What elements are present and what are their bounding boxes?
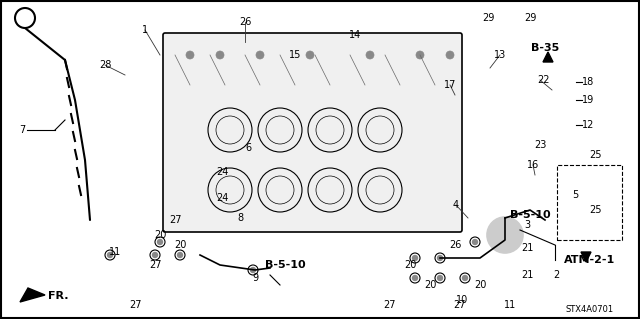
- Text: 21: 21: [521, 270, 533, 280]
- Text: 14: 14: [349, 30, 361, 40]
- Circle shape: [216, 51, 224, 59]
- Text: 22: 22: [537, 75, 549, 85]
- Text: 20: 20: [424, 280, 436, 290]
- Text: 26: 26: [449, 240, 461, 250]
- Text: 5: 5: [572, 190, 578, 200]
- Circle shape: [250, 268, 255, 272]
- Text: 2: 2: [553, 270, 559, 280]
- Text: 6: 6: [245, 143, 251, 153]
- Text: 27: 27: [148, 260, 161, 270]
- Polygon shape: [20, 288, 45, 302]
- Circle shape: [472, 240, 477, 244]
- Circle shape: [438, 276, 442, 280]
- Polygon shape: [581, 252, 591, 262]
- Text: B-5-10: B-5-10: [509, 210, 550, 220]
- Text: 27: 27: [454, 300, 467, 310]
- Text: 17: 17: [444, 80, 456, 90]
- Text: 8: 8: [237, 213, 243, 223]
- Text: STX4A0701: STX4A0701: [566, 306, 614, 315]
- Circle shape: [177, 253, 182, 257]
- Circle shape: [152, 253, 157, 257]
- Text: 11: 11: [504, 300, 516, 310]
- Text: 4: 4: [453, 200, 459, 210]
- Circle shape: [186, 51, 194, 59]
- Text: 24: 24: [216, 167, 228, 177]
- Text: 29: 29: [482, 13, 494, 23]
- Circle shape: [366, 51, 374, 59]
- Text: 24: 24: [216, 193, 228, 203]
- Text: 19: 19: [582, 95, 594, 105]
- Text: 25: 25: [589, 150, 601, 160]
- Circle shape: [487, 217, 523, 253]
- Circle shape: [256, 51, 264, 59]
- Text: 9: 9: [252, 273, 258, 283]
- Text: 29: 29: [524, 13, 536, 23]
- Circle shape: [413, 276, 417, 280]
- Text: 10: 10: [456, 295, 468, 305]
- Text: FR.: FR.: [48, 291, 68, 301]
- Circle shape: [413, 256, 417, 261]
- Text: 12: 12: [582, 120, 594, 130]
- Text: 20: 20: [474, 280, 486, 290]
- Circle shape: [157, 240, 163, 244]
- Circle shape: [463, 276, 467, 280]
- Text: ATM-2-1: ATM-2-1: [564, 255, 616, 265]
- Text: 18: 18: [582, 77, 594, 87]
- Text: 3: 3: [524, 220, 530, 230]
- FancyBboxPatch shape: [163, 33, 462, 232]
- Polygon shape: [543, 52, 553, 62]
- Text: 27: 27: [129, 300, 141, 310]
- Text: 28: 28: [99, 60, 111, 70]
- Text: 20: 20: [174, 240, 186, 250]
- Circle shape: [306, 51, 314, 59]
- Text: 11: 11: [109, 247, 121, 257]
- Text: B-5-10: B-5-10: [265, 260, 305, 270]
- Text: 20: 20: [404, 260, 416, 270]
- Circle shape: [108, 253, 113, 257]
- Text: 27: 27: [384, 300, 396, 310]
- Text: B-35: B-35: [531, 43, 559, 53]
- Text: 15: 15: [289, 50, 301, 60]
- Text: 7: 7: [19, 125, 25, 135]
- Circle shape: [416, 51, 424, 59]
- Text: 16: 16: [527, 160, 539, 170]
- Text: 13: 13: [494, 50, 506, 60]
- Text: 23: 23: [534, 140, 546, 150]
- Bar: [557, 165, 622, 240]
- Text: 27: 27: [169, 215, 181, 225]
- Text: 20: 20: [154, 230, 166, 240]
- Text: 21: 21: [521, 243, 533, 253]
- Circle shape: [446, 51, 454, 59]
- Text: 1: 1: [142, 25, 148, 35]
- Circle shape: [438, 256, 442, 261]
- Text: 26: 26: [239, 17, 251, 27]
- Text: 25: 25: [589, 205, 601, 215]
